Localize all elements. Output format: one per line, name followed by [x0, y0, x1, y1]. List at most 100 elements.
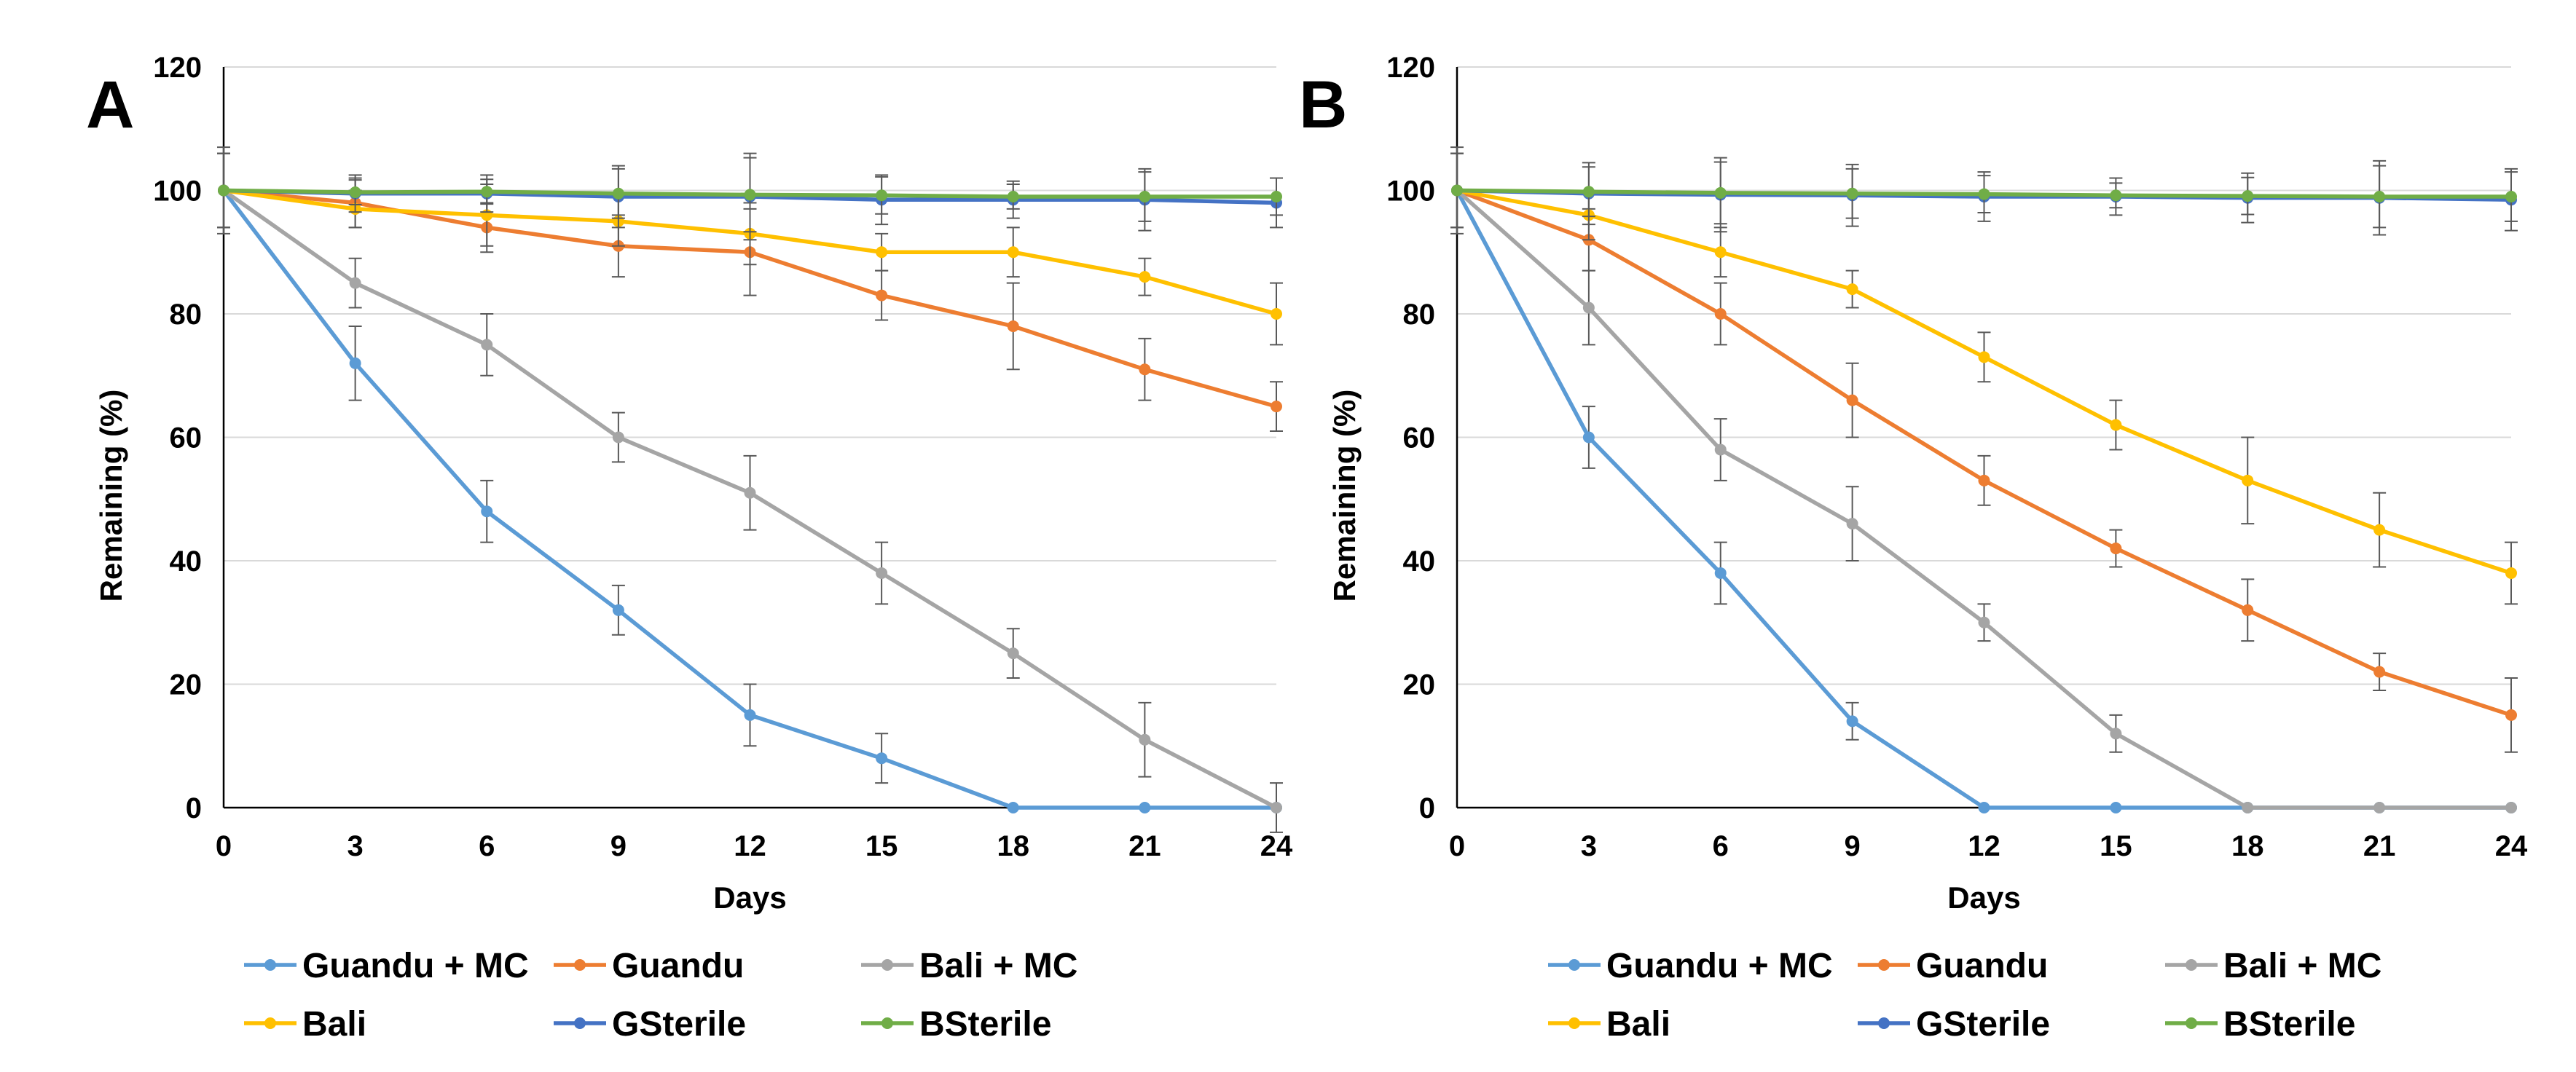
- data-point: [1714, 567, 1727, 579]
- data-point: [1714, 246, 1727, 259]
- legend-item-bali-mc: Bali + MC: [2165, 947, 2381, 985]
- data-point: [1582, 186, 1595, 198]
- data-point: [1846, 187, 1858, 200]
- data-point: [1007, 246, 1019, 259]
- y-axis-label: Remaining (%): [94, 390, 128, 602]
- data-point: [1846, 518, 1858, 530]
- legend-label: GSterile: [612, 1005, 746, 1044]
- x-tick-label: 6: [1713, 830, 1729, 862]
- legend-label: BSterile: [919, 1005, 1051, 1044]
- legend-marker: [1568, 959, 1580, 971]
- data-point: [1582, 302, 1595, 314]
- legend-item-bali: Bali: [1548, 1005, 1670, 1044]
- data-point: [612, 187, 624, 200]
- data-point: [1714, 444, 1727, 456]
- legend-item-bsterile: BSterile: [2165, 1005, 2355, 1044]
- data-point: [1139, 271, 1151, 283]
- data-point: [2110, 543, 2122, 555]
- legend-marker: [574, 959, 586, 971]
- data-point: [1846, 715, 1858, 728]
- x-tick-label: 0: [1449, 830, 1465, 862]
- data-point: [2373, 802, 2386, 813]
- x-tick-label: 9: [610, 830, 627, 862]
- data-point: [1271, 802, 1282, 813]
- data-point: [2110, 419, 2122, 431]
- data-point: [349, 186, 361, 199]
- legend-marker: [574, 1017, 586, 1029]
- x-tick-label: 12: [734, 830, 766, 862]
- y-tick-label: 60: [170, 422, 203, 454]
- data-point: [744, 709, 756, 721]
- data-point: [2505, 190, 2517, 202]
- data-point: [1271, 190, 1282, 202]
- chart-panel-b: 0 20 40 60 80 100 120 0 3 6 9 12 15 18 21 24 Days Remaini…: [1299, 52, 2528, 1044]
- panel-label: A: [86, 68, 134, 142]
- data-point: [1714, 186, 1727, 199]
- data-point: [1139, 733, 1151, 746]
- y-tick-label: 40: [1403, 545, 1436, 578]
- legend-item-bali-mc: Bali + MC: [861, 947, 1077, 985]
- y-tick-label: 0: [186, 792, 202, 824]
- x-tick-label: 18: [997, 830, 1030, 862]
- legend-label: Guandu + MC: [1606, 947, 1833, 985]
- legend-label: Bali + MC: [2223, 947, 2381, 985]
- data-point: [1978, 351, 1990, 363]
- data-point: [2242, 604, 2254, 616]
- y-tick-label: 120: [153, 52, 202, 84]
- y-tick-label: 100: [1386, 176, 1435, 208]
- data-point: [2110, 728, 2122, 740]
- legend-item-guandu: Guandu: [554, 947, 744, 985]
- y-tick-label: 60: [1403, 422, 1436, 454]
- legend-item-guandu-mc: Guandu + MC: [244, 947, 529, 985]
- x-tick-label: 0: [216, 830, 232, 862]
- data-point: [2505, 709, 2517, 721]
- legend-label: GSterile: [1916, 1005, 2050, 1044]
- y-tick-label: 0: [1419, 792, 1435, 824]
- data-point: [1139, 363, 1151, 376]
- legend-marker: [1878, 959, 1890, 971]
- y-tick-label: 100: [153, 176, 202, 208]
- x-tick-label: 12: [1968, 830, 2000, 862]
- series-bsterile: [1450, 152, 2518, 229]
- legend-marker: [264, 1017, 276, 1029]
- y-tick-label: 80: [1403, 299, 1436, 331]
- data-point: [1007, 802, 1019, 813]
- legend: Guandu + MC Guandu Bali + MC Bali GSterile BS…: [244, 947, 1077, 1044]
- data-point: [349, 357, 361, 369]
- x-tick-label: 24: [2495, 830, 2528, 862]
- data-point: [876, 189, 888, 202]
- data-point: [2373, 190, 2386, 202]
- data-point: [1714, 308, 1727, 320]
- data-point: [744, 189, 756, 201]
- legend-label: BSterile: [2223, 1005, 2355, 1044]
- x-tick-label: 24: [1260, 830, 1293, 862]
- data-point: [1978, 188, 1990, 200]
- data-point: [218, 184, 229, 197]
- data-point: [744, 486, 756, 499]
- x-tick-label: 15: [865, 830, 898, 862]
- data-point: [2110, 189, 2122, 202]
- data-point: [2373, 524, 2386, 536]
- data-point: [1007, 647, 1019, 660]
- data-point: [2110, 802, 2122, 813]
- data-point: [481, 186, 493, 198]
- legend-label: Guandu + MC: [302, 947, 529, 985]
- legend-marker: [2186, 1017, 2197, 1029]
- data-point: [1271, 401, 1282, 413]
- legend-item-guandu: Guandu: [1858, 947, 2048, 985]
- data-point: [2242, 474, 2254, 486]
- data-point: [481, 339, 493, 351]
- series-bali-mc: [217, 152, 1283, 833]
- x-axis-label: Days: [713, 880, 786, 915]
- x-tick-label: 21: [2363, 830, 2396, 862]
- data-point: [2373, 666, 2386, 678]
- legend-label: Guandu: [1916, 947, 2048, 985]
- legend-item-guandu-mc: Guandu + MC: [1548, 947, 1833, 985]
- legend-marker: [881, 1017, 893, 1029]
- data-point: [1582, 431, 1595, 444]
- y-tick-label: 40: [170, 545, 203, 578]
- x-tick-label: 21: [1128, 830, 1161, 862]
- series-guandu: [1450, 152, 2518, 753]
- data-point: [1451, 184, 1463, 197]
- data-point: [1846, 394, 1858, 406]
